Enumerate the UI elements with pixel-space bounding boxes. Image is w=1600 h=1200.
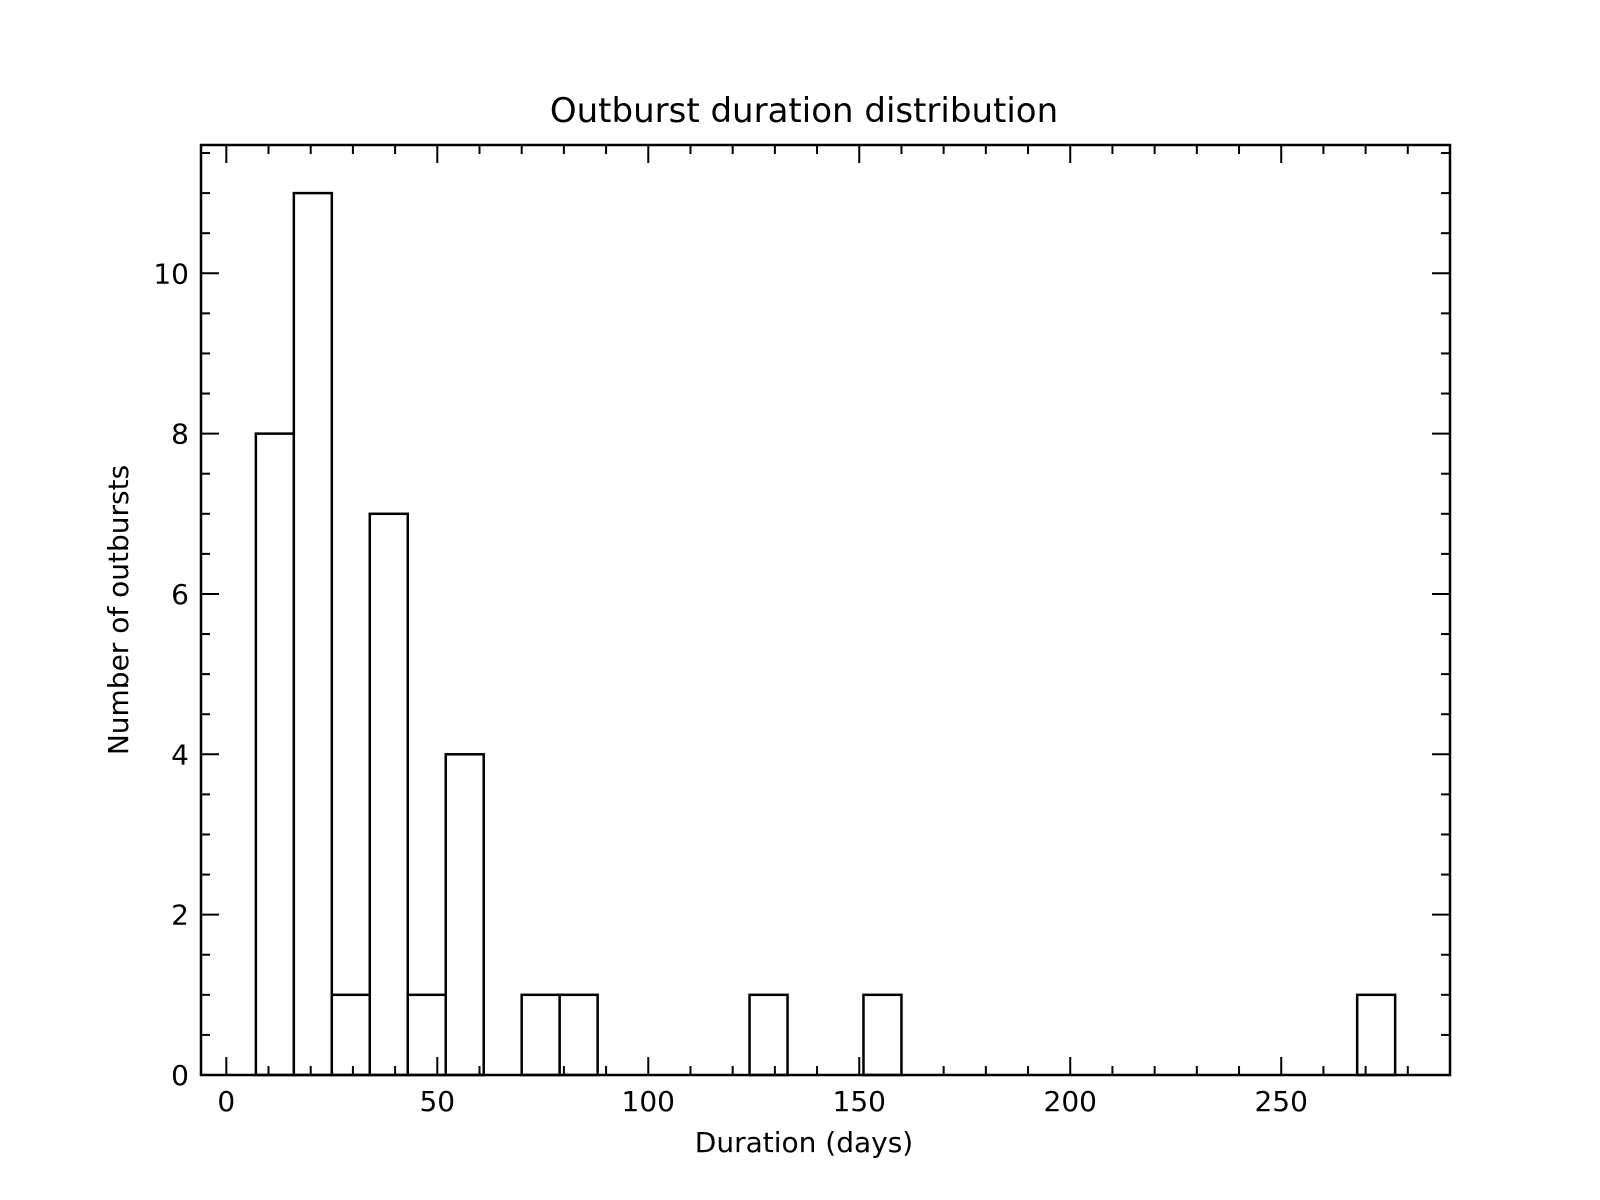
x-tick-label-4: 200	[1044, 1085, 1097, 1118]
x-axis-label: Duration (days)	[695, 1126, 913, 1159]
x-tick-label-0: 0	[217, 1085, 235, 1118]
histogram-bar-9	[862, 993, 903, 1077]
plot-frame	[199, 143, 1452, 1077]
histogram-bar-6	[520, 993, 561, 1077]
histogram-bars	[254, 191, 1397, 1077]
x-tick-label-2: 100	[622, 1085, 675, 1118]
y-tick-label-3: 6	[171, 578, 189, 611]
y-axis-label: Number of outbursts	[102, 465, 135, 755]
x-tick-label-1: 50	[419, 1085, 455, 1118]
x-tick-label-3: 150	[833, 1085, 886, 1118]
chart-title: Outburst duration distribution	[550, 91, 1058, 131]
y-tick-label-2: 4	[171, 738, 189, 771]
histogram-bar-2	[330, 993, 372, 1077]
histogram-bar-8	[748, 993, 789, 1077]
histogram-bar-7	[558, 993, 599, 1077]
histogram-bar-0	[254, 432, 296, 1077]
y-tick-label-5: 10	[153, 257, 189, 290]
y-tick-label-1: 2	[171, 899, 189, 932]
x-tick-label-5: 250	[1254, 1085, 1307, 1118]
histogram-bar-1	[292, 191, 334, 1077]
histogram-bar-4	[406, 993, 447, 1077]
tick-labels: 0 50 100 150 200 250 0 2 4 6 8 10	[153, 257, 1308, 1118]
y-tick-label-0: 0	[171, 1059, 189, 1092]
histogram-bar-5	[444, 753, 485, 1077]
y-tick-label-4: 8	[171, 418, 189, 451]
histogram-bar-10	[1355, 993, 1397, 1077]
histogram-bar-3	[368, 512, 410, 1077]
